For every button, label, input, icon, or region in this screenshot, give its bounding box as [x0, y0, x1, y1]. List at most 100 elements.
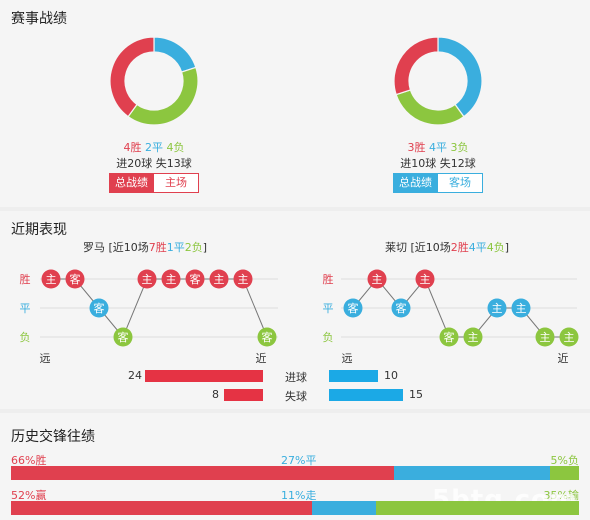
head-to-head-section: 历史交锋往绩 66%胜 27%平 5%负 52%赢 11%走 35%输 5btq… [0, 413, 590, 520]
svg-text:客: 客 [262, 330, 273, 344]
away-total-record-button[interactable]: 总战绩 [393, 173, 438, 193]
away-loss-slice [395, 89, 465, 126]
h2h-win-pct: 66%胜 [11, 454, 47, 467]
svg-text:主: 主 [564, 331, 575, 344]
away-record-donut [393, 36, 483, 126]
form-match-point[interactable]: 客 [343, 298, 363, 318]
home-form-prefix: [近10场 [104, 241, 149, 254]
section-title: 历史交锋往绩 [11, 429, 95, 445]
home-goals-against-value: 8 [212, 388, 219, 401]
form-match-point[interactable]: 主 [137, 269, 157, 289]
svg-text:主: 主 [142, 273, 153, 286]
section-title: 近期表现 [11, 222, 67, 238]
axis-near-label: 近 [256, 352, 267, 365]
svg-text:主: 主 [516, 302, 527, 315]
home-form-losses: 2负 [184, 241, 203, 254]
form-match-point[interactable]: 客 [113, 327, 133, 347]
form-match-point[interactable]: 主 [41, 269, 61, 289]
form-match-point[interactable]: 主 [487, 298, 507, 318]
home-form-draws: 1平 [166, 241, 185, 254]
away-draw-slice [437, 36, 483, 118]
away-form-draws: 4平 [468, 241, 487, 254]
form-match-point[interactable]: 主 [415, 269, 435, 289]
recent-form-section: 近期表现 罗马 [近10场7胜1平2负] 莱切 [近10场2胜4平4负] 胜平负… [0, 211, 590, 409]
h2h-loss-segment [376, 501, 579, 515]
axis-label-win: 胜 [323, 272, 334, 286]
home-win-slice [109, 36, 155, 118]
svg-text:客: 客 [444, 330, 455, 344]
svg-text:主: 主 [540, 331, 551, 344]
away-form-chart: 胜平负客主客主客 主主 主主 主远近 [323, 269, 579, 365]
svg-text:主: 主 [166, 273, 177, 286]
away-goals-for-bar [329, 370, 378, 382]
home-goals-for-bar [145, 370, 263, 382]
away-win-slice [393, 36, 439, 96]
h2h-handicap-loss-pct: 35%输 [543, 489, 579, 502]
axis-label-loss: 负 [323, 330, 334, 344]
home-record-summary: 4胜 2平 4负 [54, 139, 254, 155]
form-match-point[interactable]: 客 [89, 298, 109, 318]
home-wins: 4胜 [123, 141, 142, 154]
form-match-point[interactable]: 客 [391, 298, 411, 318]
svg-text:主: 主 [238, 273, 249, 286]
away-team-name: 莱切 [384, 241, 407, 254]
form-match-point[interactable]: 客 [65, 269, 85, 289]
form-match-point[interactable]: 主 [559, 327, 579, 347]
form-match-point[interactable]: 主 [161, 269, 181, 289]
h2h-win-segment [11, 466, 394, 480]
axis-label-win: 胜 [20, 272, 31, 286]
axis-far-label: 远 [342, 352, 353, 365]
home-total-record-button[interactable]: 总战绩 [109, 173, 154, 193]
away-goals-against-bar [329, 389, 403, 401]
form-match-point[interactable]: 主 [511, 298, 531, 318]
home-form-suffix: ] [202, 241, 208, 254]
season-record-section: 赛事战绩 4胜 2平 4负 进20球 失13球 3胜 4平 3负 进10球 失1… [0, 0, 590, 207]
svg-text:主: 主 [492, 302, 503, 315]
h2h-draw-segment [312, 501, 376, 515]
form-match-point[interactable]: 客 [257, 327, 277, 347]
h2h-win-segment [11, 501, 312, 515]
home-losses: 4负 [166, 141, 185, 154]
section-title: 赛事战绩 [11, 11, 67, 27]
form-match-point[interactable]: 客 [185, 269, 205, 289]
svg-text:主: 主 [420, 273, 431, 286]
home-record-donut [109, 36, 199, 126]
form-match-point[interactable]: 主 [535, 327, 555, 347]
axis-label-draw: 平 [20, 302, 31, 315]
axis-label-loss: 负 [20, 330, 31, 344]
form-match-point[interactable]: 主 [209, 269, 229, 289]
form-match-point[interactable]: 客 [439, 327, 459, 347]
away-goals-against-value: 15 [409, 388, 423, 401]
svg-text:主: 主 [468, 331, 479, 344]
svg-text:客: 客 [348, 301, 359, 315]
goals-against-label: 失球 [285, 390, 307, 403]
form-match-point[interactable]: 主 [367, 269, 387, 289]
svg-text:客: 客 [396, 301, 407, 315]
away-goals-for-value: 10 [384, 369, 398, 382]
axis-far-label: 远 [40, 352, 51, 365]
home-loss-slice [127, 66, 199, 126]
form-match-point[interactable]: 主 [463, 327, 483, 347]
svg-text:客: 客 [118, 330, 129, 344]
away-form-suffix: ] [504, 241, 510, 254]
h2h-draw-pct: 27%平 [281, 454, 317, 467]
home-form-title: 罗马 [近10场7胜1平2负] [35, 239, 255, 255]
away-goals: 进10球 失12球 [400, 157, 476, 170]
home-goals-against-bar [224, 389, 263, 401]
h2h-loss-pct: 5%负 [550, 454, 579, 467]
form-line [352, 278, 569, 338]
home-team-name: 罗马 [82, 241, 105, 254]
svg-text:主: 主 [46, 273, 57, 286]
home-draw-slice [153, 36, 197, 73]
form-match-point[interactable]: 主 [233, 269, 253, 289]
away-record-summary: 3胜 4平 3负 [338, 139, 538, 155]
svg-text:客: 客 [190, 272, 201, 286]
away-venue-button[interactable]: 客场 [437, 173, 483, 193]
svg-text:客: 客 [94, 301, 105, 315]
home-goals-for-value: 24 [128, 369, 142, 382]
h2h-loss-segment [550, 466, 579, 480]
home-draws: 2平 [145, 141, 163, 154]
away-form-prefix: [近10场 [406, 241, 451, 254]
home-venue-button[interactable]: 主场 [153, 173, 199, 193]
away-losses: 3负 [450, 141, 469, 154]
